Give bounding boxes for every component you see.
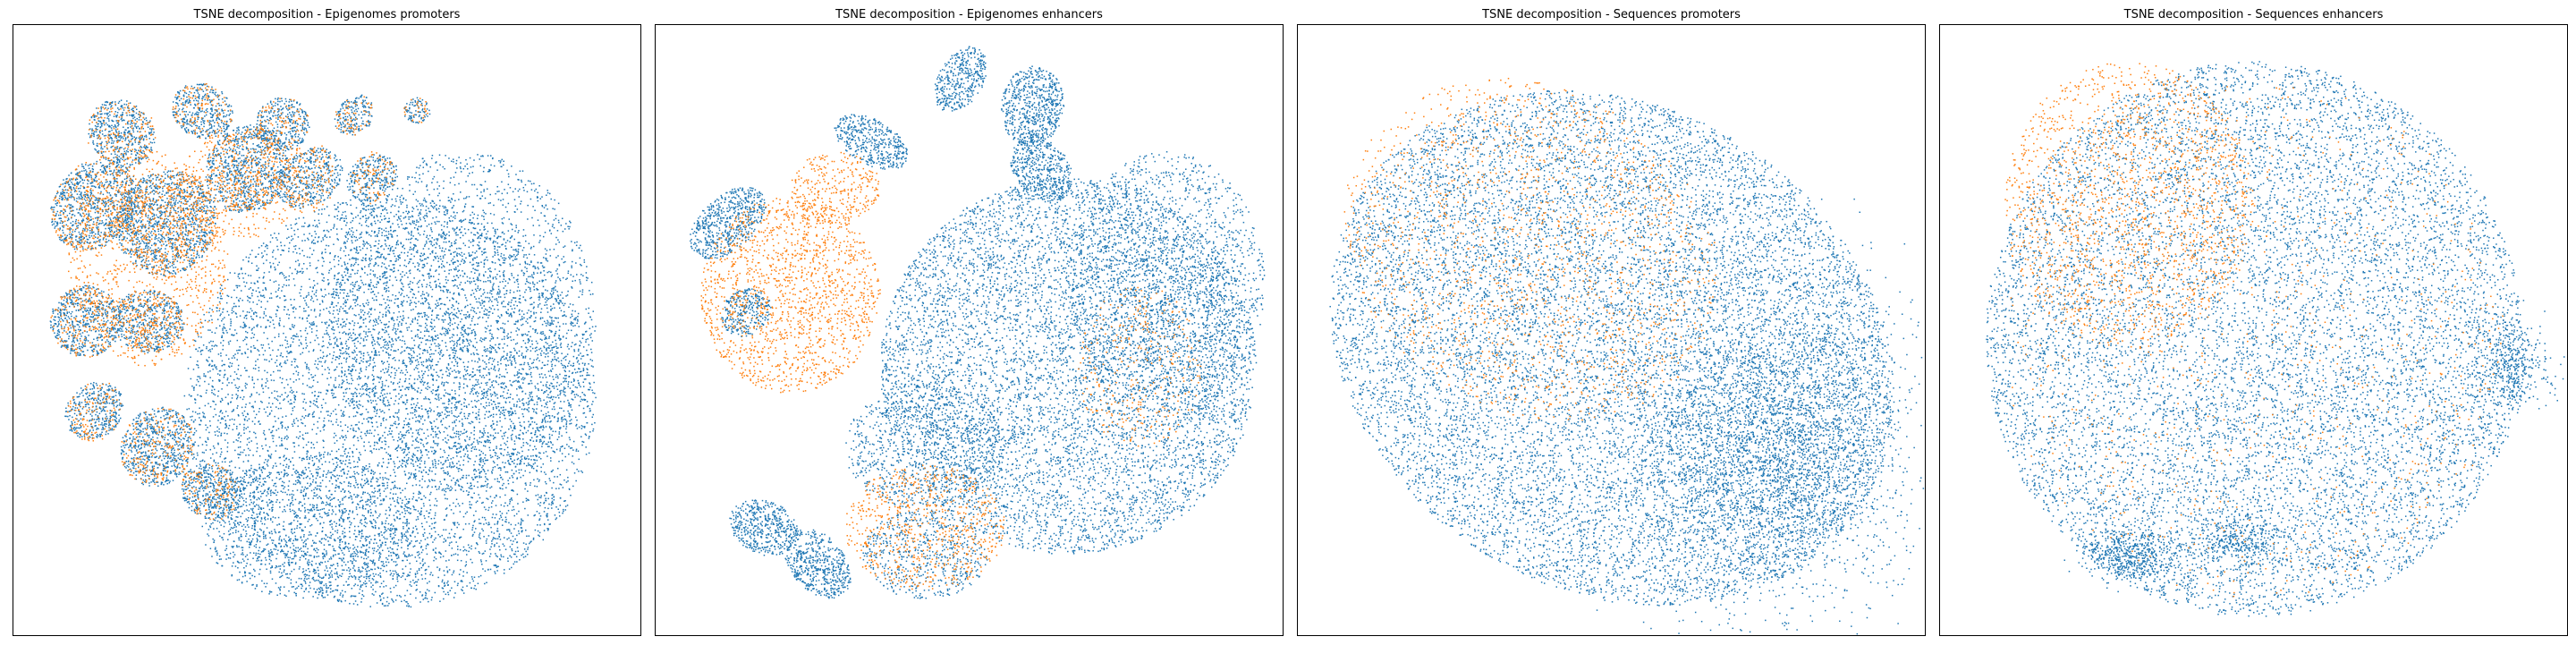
scatter-plot-svg [1298,25,1925,635]
scatter-panel-sequences-enhancers: TSNE decomposition - Sequences enhancers [1939,0,2568,645]
chart-title: TSNE decomposition - Epigenomes enhancer… [655,8,1284,21]
scatter-panel-epigenomes-promoters: TSNE decomposition - Epigenomes promoter… [13,0,641,645]
chart-title: TSNE decomposition - Sequences promoters [1297,8,1926,21]
plot-area [13,24,641,636]
scatter-series-blue [1329,90,1924,634]
chart-title: TSNE decomposition - Sequences enhancers [1939,8,2568,21]
chart-title: TSNE decomposition - Epigenomes promoter… [13,8,641,21]
plot-area [1939,24,2568,636]
scatter-plot-svg [656,25,1283,635]
scatter-plot-svg [1940,25,2567,635]
scatter-panel-epigenomes-enhancers: TSNE decomposition - Epigenomes enhancer… [655,0,1284,645]
scatter-series-blue [690,47,1265,599]
scatter-series-blue [1986,61,2564,616]
plot-area [655,24,1284,636]
plot-area [1297,24,1926,636]
scatter-series-orange [1344,78,1716,420]
scatter-plot-svg [13,25,640,635]
scatter-panel-sequences-promoters: TSNE decomposition - Sequences promoters [1297,0,1926,645]
